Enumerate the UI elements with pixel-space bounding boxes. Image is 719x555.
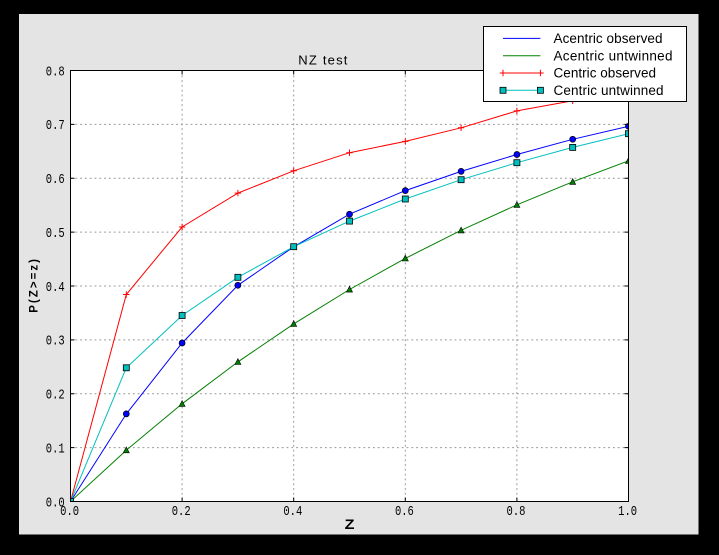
- svg-text:0.8: 0.8: [507, 504, 526, 520]
- svg-text:Acentric untwinned: Acentric untwinned: [554, 48, 673, 63]
- svg-text:1.0: 1.0: [618, 504, 637, 520]
- svg-text:0.2: 0.2: [46, 387, 65, 403]
- svg-text:0.0: 0.0: [46, 495, 65, 511]
- svg-text:0.0: 0.0: [60, 504, 79, 520]
- svg-text:0.8: 0.8: [46, 64, 65, 80]
- svg-text:0.4: 0.4: [46, 279, 65, 295]
- svg-text:0.6: 0.6: [395, 504, 414, 520]
- svg-text:Centric observed: Centric observed: [554, 66, 657, 81]
- svg-text:0.4: 0.4: [283, 504, 302, 520]
- svg-text:0.6: 0.6: [46, 172, 65, 188]
- svg-text:NZ test: NZ test: [298, 52, 347, 67]
- svg-text:Z: Z: [345, 517, 355, 533]
- svg-text:0.2: 0.2: [172, 504, 191, 520]
- svg-text:0.1: 0.1: [46, 441, 65, 457]
- svg-text:0.7: 0.7: [46, 118, 65, 134]
- svg-text:Centric untwinned: Centric untwinned: [554, 83, 664, 98]
- svg-text:Acentric observed: Acentric observed: [554, 31, 663, 46]
- svg-text:0.3: 0.3: [46, 333, 65, 349]
- svg-text:0.5: 0.5: [46, 226, 65, 242]
